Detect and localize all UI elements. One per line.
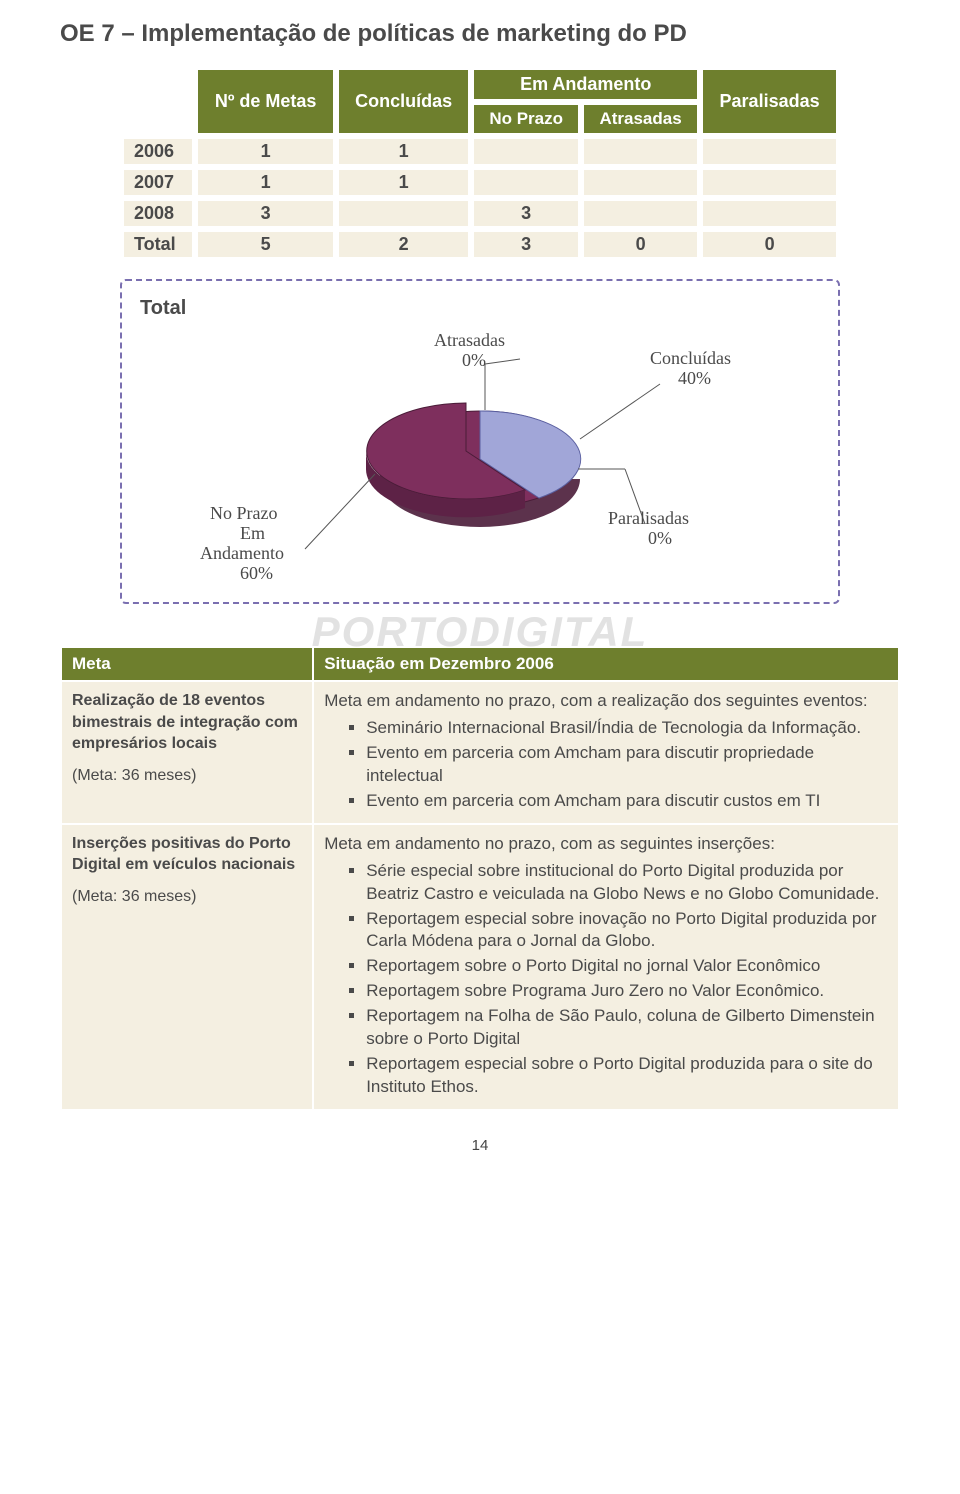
lbl-noprazo-pct: 60% <box>240 563 273 583</box>
lbl-paralisadas-pct: 0% <box>648 528 672 548</box>
table-row: Realização de 18 eventos bimestrais de i… <box>62 682 898 823</box>
th-emandamento: Em Andamento <box>472 68 699 101</box>
cell-concl: 2 <box>337 230 470 259</box>
pie-chart: Atrasadas 0% Concluídas 40% Paralisadas … <box>150 324 810 584</box>
list-item: Reportagem especial sobre inovação no Po… <box>366 908 888 954</box>
chart-box: Total Atrasadas 0% Concluídas 40% Parali… <box>120 279 840 604</box>
lbl-noprazo-1: No Prazo <box>210 503 277 523</box>
lbl-paralisadas: Paralisadas <box>608 508 689 528</box>
lbl-noprazo-3: Andamento <box>200 543 284 563</box>
chart-title: Total <box>140 297 820 320</box>
list-item: Reportagem sobre Programa Juro Zero no V… <box>366 980 888 1003</box>
cell-meta: Inserções positivas do Porto Digital em … <box>62 825 312 1109</box>
list-item: Reportagem na Folha de São Paulo, coluna… <box>366 1005 888 1051</box>
cell-prazo <box>472 168 580 197</box>
list-item: Evento em parceria com Amcham para discu… <box>366 742 888 788</box>
table-row: Total52300 <box>122 230 838 259</box>
th-meta: Meta <box>62 648 312 680</box>
cell-prazo: 3 <box>472 199 580 228</box>
cell-prazo: 3 <box>472 230 580 259</box>
cell-year: 2007 <box>122 168 194 197</box>
table-row: 200611 <box>122 137 838 166</box>
page-number: 14 <box>60 1137 900 1154</box>
table-row: Inserções positivas do Porto Digital em … <box>62 825 898 1109</box>
cell-paral: 0 <box>701 230 838 259</box>
cell-situacao: Meta em andamento no prazo, com as segui… <box>314 825 898 1109</box>
lbl-atrasadas: Atrasadas <box>434 330 505 350</box>
cell-meta: Realização de 18 eventos bimestrais de i… <box>62 682 312 823</box>
cell-n: 3 <box>196 199 335 228</box>
cell-atras <box>582 137 699 166</box>
situacao-body: Realização de 18 eventos bimestrais de i… <box>62 682 898 1109</box>
lbl-noprazo-2: Em <box>240 523 265 543</box>
lbl-concluidas-pct: 40% <box>678 368 711 388</box>
cell-atras <box>582 168 699 197</box>
cell-paral <box>701 199 838 228</box>
cell-concl: 1 <box>337 168 470 197</box>
th-atrasadas: Atrasadas <box>582 103 699 135</box>
cell-year: 2008 <box>122 199 194 228</box>
th-nmetas: Nº de Metas <box>196 68 335 135</box>
page-title: OE 7 – Implementação de políticas de mar… <box>60 20 900 48</box>
cell-prazo <box>472 137 580 166</box>
cell-n: 5 <box>196 230 335 259</box>
metas-summary-table: Nº de MetasConcluídasEm AndamentoParalis… <box>120 66 840 261</box>
list-item: Evento em parceria com Amcham para discu… <box>366 790 888 813</box>
list-item: Reportagem especial sobre o Porto Digita… <box>366 1053 888 1099</box>
table-row: 200833 <box>122 199 838 228</box>
th-concluidas: Concluídas <box>337 68 470 135</box>
cell-atras: 0 <box>582 230 699 259</box>
cell-concl: 1 <box>337 137 470 166</box>
cell-atras <box>582 199 699 228</box>
th-paralisadas: Paralisadas <box>701 68 838 135</box>
cell-year: Total <box>122 230 194 259</box>
table-row: 200711 <box>122 168 838 197</box>
list-item: Reportagem sobre o Porto Digital no jorn… <box>366 955 888 978</box>
cell-paral <box>701 168 838 197</box>
cell-paral <box>701 137 838 166</box>
cell-n: 1 <box>196 137 335 166</box>
cell-year: 2006 <box>122 137 194 166</box>
lbl-concluidas: Concluídas <box>650 348 731 368</box>
lbl-atrasadas-pct: 0% <box>462 350 486 370</box>
list-item: Seminário Internacional Brasil/Índia de … <box>366 717 888 740</box>
situacao-table: Meta Situação em Dezembro 2006 Realizaçã… <box>60 646 900 1111</box>
th-noprazo: No Prazo <box>472 103 580 135</box>
cell-situacao: Meta em andamento no prazo, com a realiz… <box>314 682 898 823</box>
list-item: Série especial sobre institucional do Po… <box>366 860 888 906</box>
cell-concl <box>337 199 470 228</box>
cell-n: 1 <box>196 168 335 197</box>
